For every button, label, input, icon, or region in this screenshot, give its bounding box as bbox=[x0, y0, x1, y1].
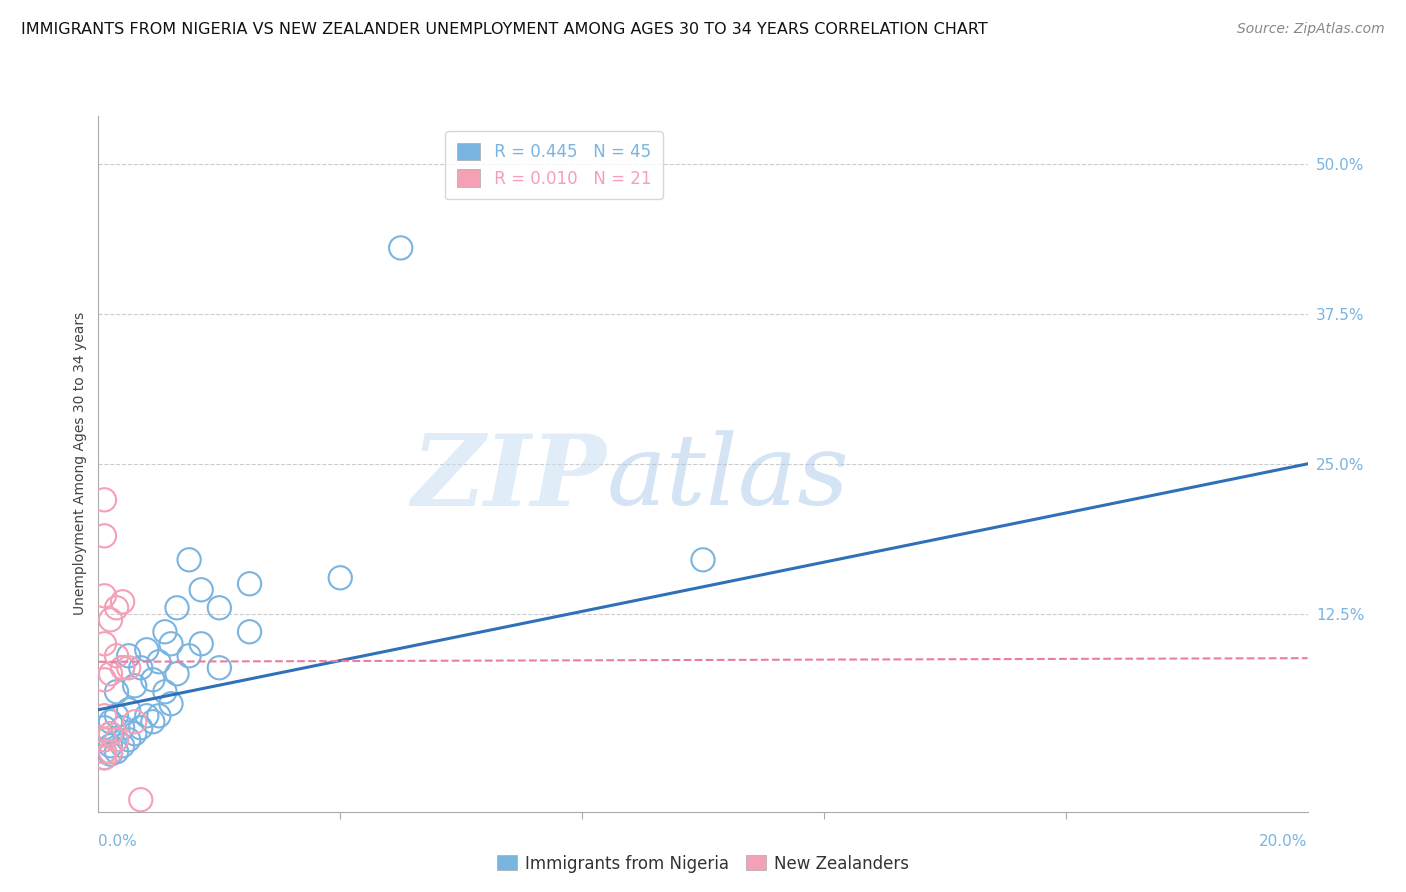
Point bbox=[389, 241, 412, 255]
Point bbox=[100, 745, 122, 759]
Point bbox=[160, 637, 183, 651]
Point bbox=[329, 571, 352, 585]
Point bbox=[190, 637, 212, 651]
Point bbox=[135, 708, 157, 723]
Point bbox=[100, 714, 122, 729]
Point bbox=[135, 642, 157, 657]
Point bbox=[118, 648, 141, 663]
Point bbox=[100, 727, 122, 741]
Text: 0.0%: 0.0% bbox=[98, 834, 138, 849]
Point bbox=[118, 732, 141, 747]
Point bbox=[93, 721, 115, 735]
Point bbox=[100, 613, 122, 627]
Point bbox=[118, 661, 141, 675]
Point bbox=[179, 648, 201, 663]
Text: IMMIGRANTS FROM NIGERIA VS NEW ZEALANDER UNEMPLOYMENT AMONG AGES 30 TO 34 YEARS : IMMIGRANTS FROM NIGERIA VS NEW ZEALANDER… bbox=[21, 22, 988, 37]
Point bbox=[93, 708, 115, 723]
Point bbox=[93, 529, 115, 543]
Point bbox=[93, 673, 115, 687]
Point bbox=[124, 714, 146, 729]
Point bbox=[93, 750, 115, 764]
Point bbox=[100, 747, 122, 761]
Point bbox=[93, 492, 115, 507]
Point bbox=[105, 745, 128, 759]
Point bbox=[93, 732, 115, 747]
Point bbox=[129, 721, 152, 735]
Point bbox=[239, 624, 262, 639]
Point bbox=[179, 553, 201, 567]
Point bbox=[100, 739, 122, 753]
Point bbox=[111, 661, 134, 675]
Point bbox=[100, 666, 122, 681]
Point bbox=[129, 661, 152, 675]
Text: 20.0%: 20.0% bbox=[1260, 834, 1308, 849]
Point bbox=[142, 714, 165, 729]
Legend: Immigrants from Nigeria, New Zealanders: Immigrants from Nigeria, New Zealanders bbox=[491, 848, 915, 880]
Point bbox=[166, 600, 188, 615]
Point bbox=[93, 589, 115, 603]
Point bbox=[190, 582, 212, 597]
Point bbox=[105, 600, 128, 615]
Point bbox=[129, 793, 152, 807]
Point bbox=[105, 685, 128, 699]
Point bbox=[105, 732, 128, 747]
Point bbox=[148, 708, 170, 723]
Point bbox=[124, 727, 146, 741]
Point bbox=[153, 624, 176, 639]
Y-axis label: Unemployment Among Ages 30 to 34 years: Unemployment Among Ages 30 to 34 years bbox=[73, 312, 87, 615]
Point bbox=[105, 732, 128, 747]
Point bbox=[692, 553, 714, 567]
Point bbox=[111, 595, 134, 609]
Text: atlas: atlas bbox=[606, 430, 849, 525]
Point bbox=[160, 697, 183, 711]
Point bbox=[124, 679, 146, 693]
Point bbox=[93, 637, 115, 651]
Text: ZIP: ZIP bbox=[412, 430, 606, 526]
Point bbox=[93, 750, 115, 764]
Point bbox=[239, 576, 262, 591]
Point bbox=[208, 600, 231, 615]
Point bbox=[93, 745, 115, 759]
Point bbox=[105, 648, 128, 663]
Point bbox=[100, 727, 122, 741]
Point bbox=[208, 661, 231, 675]
Point bbox=[93, 732, 115, 747]
Point bbox=[118, 703, 141, 717]
Point bbox=[148, 655, 170, 669]
Point bbox=[93, 745, 115, 759]
Point bbox=[111, 739, 134, 753]
Point bbox=[166, 666, 188, 681]
Point bbox=[111, 661, 134, 675]
Point bbox=[142, 673, 165, 687]
Point bbox=[153, 685, 176, 699]
Point bbox=[105, 708, 128, 723]
Point bbox=[111, 721, 134, 735]
Legend:  R = 0.445   N = 45,  R = 0.010   N = 21: R = 0.445 N = 45, R = 0.010 N = 21 bbox=[446, 131, 662, 199]
Text: Source: ZipAtlas.com: Source: ZipAtlas.com bbox=[1237, 22, 1385, 37]
